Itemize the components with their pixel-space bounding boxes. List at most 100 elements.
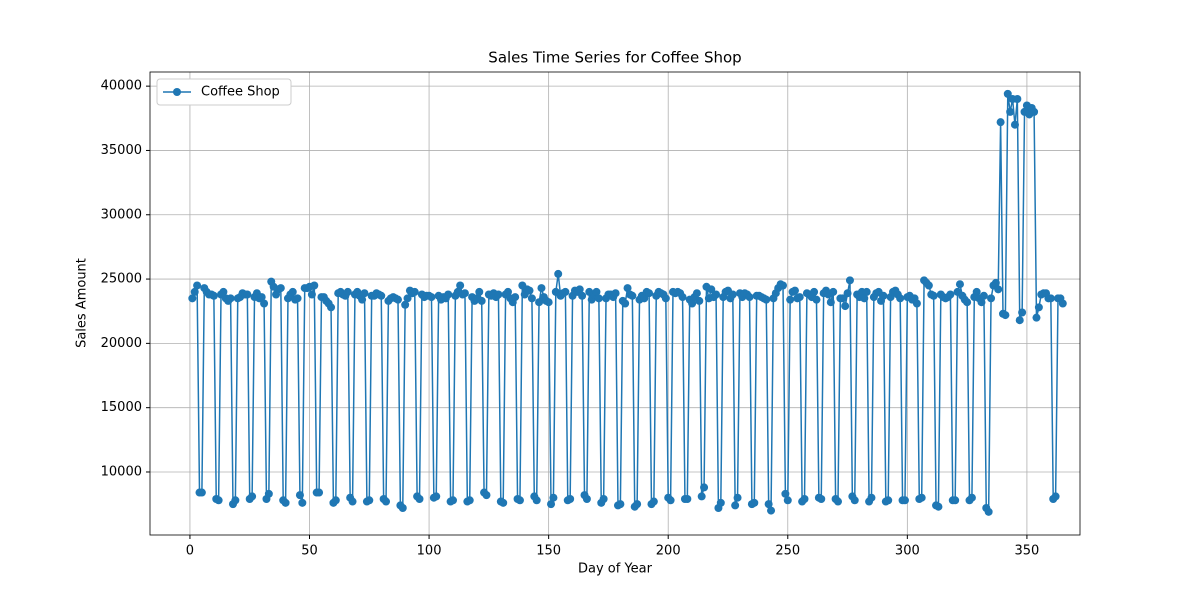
data-point: [786, 295, 795, 304]
data-point: [460, 289, 469, 298]
data-point: [193, 281, 202, 290]
data-point: [535, 298, 544, 307]
data-point: [843, 289, 852, 298]
data-point: [666, 496, 675, 505]
data-point: [692, 289, 701, 298]
data-point: [1006, 107, 1015, 116]
data-point: [700, 483, 709, 492]
data-point: [731, 501, 740, 510]
data-point: [592, 287, 601, 296]
data-point: [537, 284, 546, 293]
data-point: [365, 496, 374, 505]
y-tick-label: 20000: [101, 336, 142, 351]
data-point: [1034, 303, 1043, 312]
data-point: [343, 287, 352, 296]
data-point: [465, 496, 474, 505]
data-point: [688, 299, 697, 308]
data-point: [678, 293, 687, 302]
data-point: [410, 287, 419, 296]
data-point: [1018, 308, 1027, 317]
data-point: [219, 287, 228, 296]
data-point: [525, 286, 534, 295]
data-point: [499, 498, 508, 507]
data-point: [951, 496, 960, 505]
data-point: [991, 278, 1000, 287]
data-point: [307, 290, 316, 299]
data-point: [826, 298, 835, 307]
data-point: [566, 494, 575, 503]
data-point: [628, 291, 637, 300]
data-point: [432, 492, 441, 501]
data-point: [633, 500, 642, 509]
y-tick-label: 30000: [101, 207, 142, 222]
data-point: [850, 496, 859, 505]
data-point: [867, 493, 876, 502]
data-point: [716, 498, 725, 507]
data-point: [800, 494, 809, 503]
data-point: [549, 493, 558, 502]
data-point: [578, 291, 587, 300]
data-point: [781, 489, 790, 498]
data-point: [611, 289, 620, 298]
data-point: [764, 500, 773, 509]
data-point: [810, 287, 819, 296]
data-point: [750, 498, 759, 507]
data-point: [979, 291, 988, 300]
data-point: [884, 496, 893, 505]
data-point: [728, 290, 737, 299]
y-tick-label: 25000: [101, 272, 142, 287]
data-point: [955, 280, 964, 289]
data-point: [934, 502, 943, 511]
data-point: [231, 496, 240, 505]
x-tick-label: 150: [536, 544, 561, 559]
data-point: [829, 287, 838, 296]
data-point: [298, 498, 307, 507]
data-point: [879, 291, 888, 300]
data-point: [190, 287, 199, 296]
data-point: [561, 287, 570, 296]
x-tick-label: 100: [417, 544, 442, 559]
data-point: [398, 503, 407, 512]
chart-title: Sales Time Series for Coffee Shop: [488, 49, 741, 67]
data-point: [260, 299, 269, 308]
data-point: [599, 494, 608, 503]
data-point: [783, 496, 792, 505]
data-point: [649, 497, 658, 506]
data-point: [448, 496, 457, 505]
data-point: [188, 294, 197, 303]
x-tick-label: 350: [1014, 544, 1039, 559]
data-point: [264, 489, 273, 498]
y-axis-label: Sales Amount: [75, 258, 90, 348]
x-tick-label: 0: [186, 544, 194, 559]
data-point: [1015, 316, 1024, 325]
legend-box: [156, 78, 292, 106]
data-point: [197, 488, 206, 497]
data-point: [1032, 313, 1041, 322]
data-point: [833, 497, 842, 506]
data-point: [946, 290, 955, 299]
data-point: [862, 287, 871, 296]
x-axis-label: Day of Year: [578, 562, 653, 577]
data-point: [860, 294, 869, 303]
data-point: [575, 285, 584, 294]
data-point: [967, 493, 976, 502]
data-point: [532, 496, 541, 505]
data-point: [994, 285, 1003, 294]
data-point: [1058, 299, 1067, 308]
data-point: [327, 303, 336, 312]
data-point: [382, 497, 391, 506]
data-point: [712, 290, 721, 299]
data-point: [358, 295, 367, 304]
data-point: [841, 302, 850, 311]
data-point: [544, 298, 553, 307]
data-point: [456, 281, 465, 290]
data-point: [616, 500, 625, 509]
y-tick-label: 35000: [101, 143, 142, 158]
data-point: [745, 293, 754, 302]
data-point: [494, 290, 503, 299]
data-point: [1051, 492, 1060, 501]
data-point: [707, 285, 716, 294]
y-tick-label: 40000: [101, 79, 142, 94]
data-point: [645, 289, 654, 298]
